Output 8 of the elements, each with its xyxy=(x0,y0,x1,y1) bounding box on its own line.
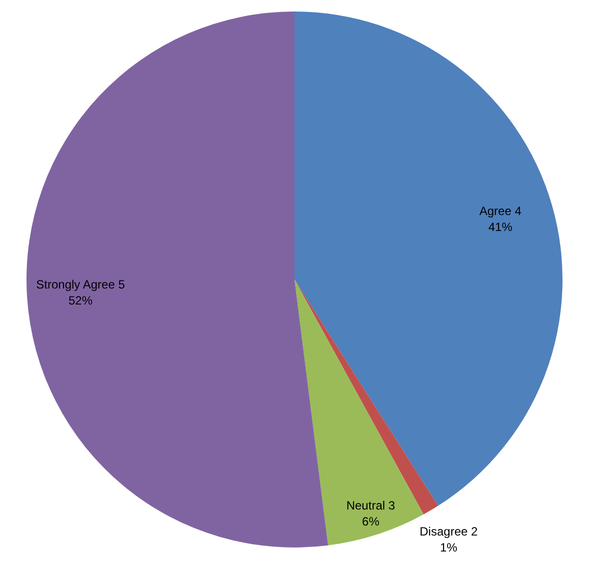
slice-label: Agree 4 xyxy=(479,204,522,218)
data-label: 52% xyxy=(68,293,93,308)
slice-label: Neutral 3 xyxy=(346,498,396,512)
slice-label: Disagree 2 xyxy=(420,524,478,538)
slice-label: Strongly Agree 5 xyxy=(36,277,126,292)
data-label: 6% xyxy=(362,514,380,528)
data-label: 41% xyxy=(488,220,513,234)
data-label: 1% xyxy=(440,540,458,554)
